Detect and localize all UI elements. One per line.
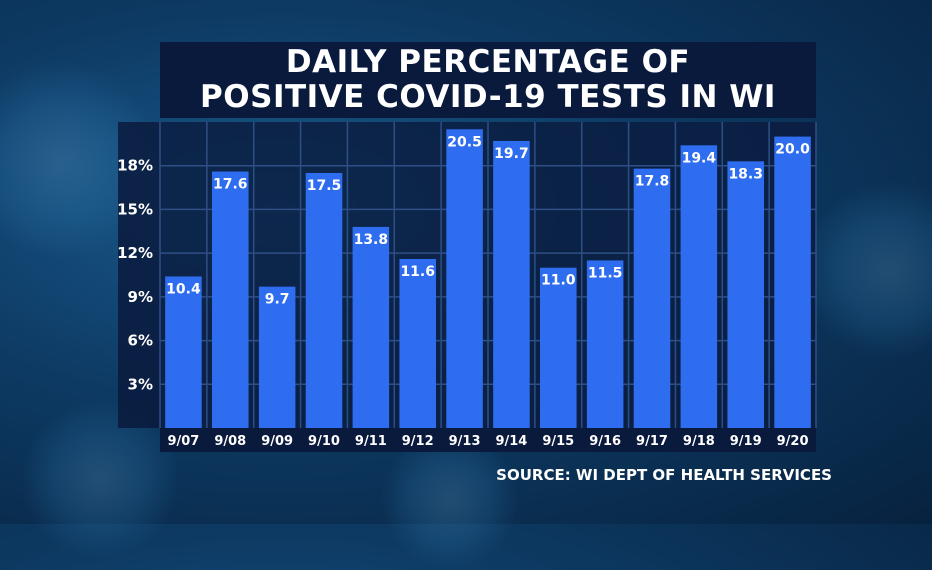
bar-value-label: 20.5 [447, 134, 482, 150]
chart-title-line-1: DAILY PERCENTAGE OF [285, 44, 691, 80]
x-tick-label: 9/15 [542, 434, 574, 449]
y-tick-label: 6% [128, 332, 153, 350]
x-tick-label: 9/18 [683, 434, 715, 449]
chart-title: DAILY PERCENTAGE OF POSITIVE COVID-19 TE… [160, 42, 816, 118]
y-tick-label: 15% [117, 200, 153, 218]
x-tick-label: 9/12 [402, 434, 434, 449]
bar [165, 276, 202, 428]
bar [399, 258, 436, 428]
bar-value-label: 19.7 [494, 146, 529, 162]
bar-value-label: 11.6 [400, 264, 435, 280]
bar-value-label: 11.0 [541, 273, 576, 289]
x-tick-label: 9/16 [589, 434, 621, 449]
bar [352, 226, 390, 428]
bar [774, 136, 811, 429]
bar-value-label: 9.7 [265, 292, 290, 308]
x-tick-label: 9/19 [730, 434, 762, 449]
y-axis-strip [118, 122, 160, 428]
x-tick-label: 9/13 [449, 434, 481, 449]
y-tick-label: 18% [117, 157, 153, 175]
bar-value-label: 11.5 [588, 265, 623, 281]
bar-chart: 3% 6% 9% 12% 15% 18% 10.4 9/07 17.6 9/08 9.7 9/09 17… [117, 122, 817, 452]
bar-value-label: 10.4 [166, 281, 201, 297]
bar [680, 145, 718, 429]
bar [493, 140, 530, 428]
x-tick-label: 9/14 [495, 434, 527, 449]
bar-value-label: 20.0 [775, 142, 810, 158]
x-tick-label: 9/11 [355, 434, 387, 449]
bar [540, 267, 577, 428]
x-tick-label: 9/08 [214, 434, 246, 449]
x-axis-strip [160, 428, 816, 452]
y-tick-label: 9% [128, 288, 153, 306]
x-tick-label: 9/10 [308, 434, 340, 449]
bar-value-label: 13.8 [354, 232, 389, 248]
x-tick-label: 9/17 [636, 434, 668, 449]
y-tick-label: 12% [117, 244, 153, 262]
bar [633, 168, 671, 428]
chart-title-line-2: POSITIVE COVID-19 TESTS IN WI [200, 79, 776, 115]
bar [258, 286, 296, 428]
bar [586, 260, 624, 428]
x-tick-label: 9/09 [261, 434, 293, 449]
bar-value-label: 17.5 [307, 178, 342, 194]
bar-value-label: 17.8 [635, 174, 670, 190]
y-tick-label: 3% [128, 375, 153, 393]
background-virus-decoration [800, 180, 932, 360]
bar-value-label: 18.3 [728, 166, 763, 182]
bar [727, 161, 764, 429]
bar [305, 173, 343, 428]
source-credit: SOURCE: WI DEPT OF HEALTH SERVICES [496, 466, 832, 484]
bar [212, 171, 249, 429]
x-tick-label: 9/20 [777, 434, 809, 449]
x-tick-label: 9/07 [167, 434, 199, 449]
bar-value-label: 17.6 [213, 177, 248, 193]
bar [446, 129, 483, 429]
bar-value-label: 19.4 [682, 150, 717, 166]
